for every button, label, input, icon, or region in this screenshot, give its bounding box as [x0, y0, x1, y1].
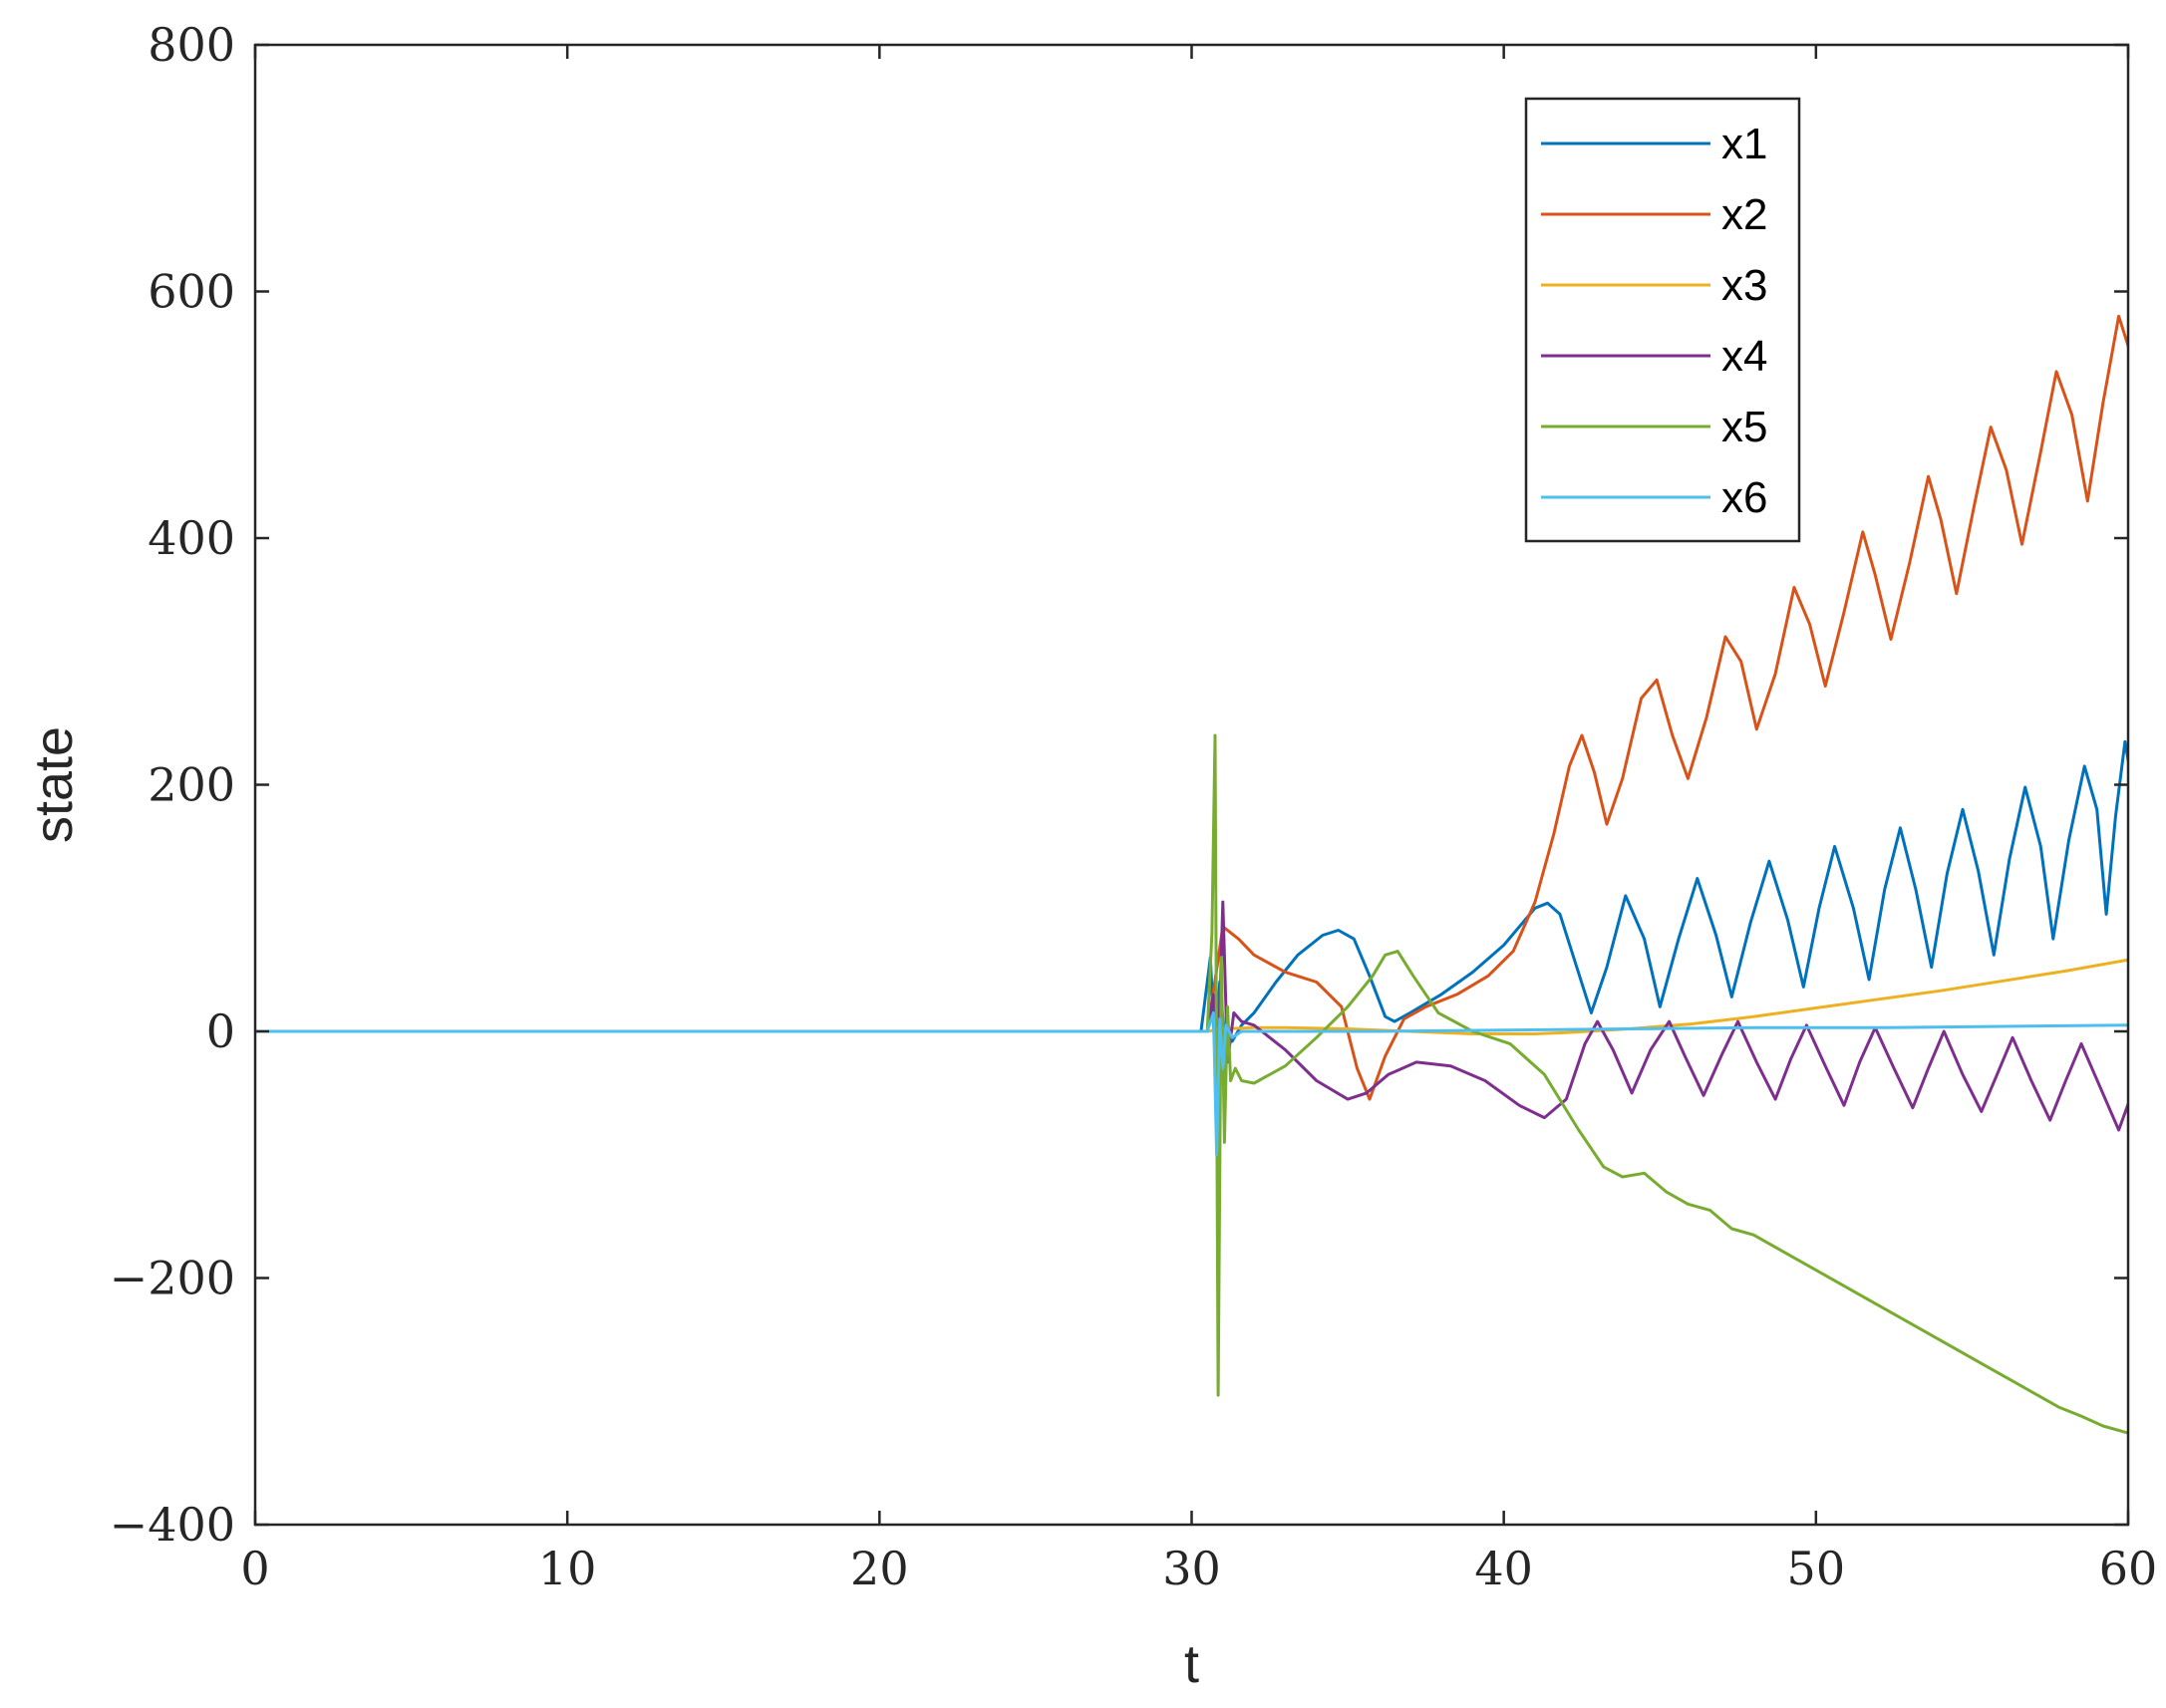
- y-tick-label: 0: [206, 1004, 235, 1058]
- plot-area: [255, 45, 2128, 1525]
- x-tick-label: 0: [240, 1542, 269, 1595]
- y-tick-label: 600: [148, 265, 235, 319]
- legend: x1 x2 x3 x4 x5 x6: [1524, 97, 1801, 543]
- legend-box: [1524, 97, 1801, 543]
- x-tick-label: 60: [2099, 1542, 2158, 1595]
- series-line-x5: [255, 733, 2128, 1435]
- legend-label-x4: x4: [1721, 332, 1767, 381]
- x-tick-label: 30: [1162, 1542, 1221, 1595]
- series-line-x6: [255, 1010, 2128, 1157]
- legend-label-x3: x3: [1721, 261, 1767, 310]
- x-tick-label: 50: [1787, 1542, 1846, 1595]
- x-tick-label: 40: [1474, 1542, 1533, 1595]
- legend-label-x2: x2: [1721, 190, 1767, 239]
- y-tick-label: −200: [110, 1252, 235, 1305]
- series-layer: [255, 314, 2128, 1435]
- legend-label-x1: x1: [1721, 120, 1767, 168]
- legend-label-x5: x5: [1721, 403, 1767, 451]
- tick-layer: [253, 43, 2130, 1527]
- y-axis-label: state: [24, 726, 84, 843]
- x-axis-label: t: [1184, 1634, 1199, 1694]
- y-tick-label: −400: [110, 1498, 235, 1552]
- y-tick-label: 800: [148, 18, 235, 72]
- series-line-x1: [255, 739, 2128, 1058]
- y-tick-label: 200: [148, 758, 235, 812]
- legend-label-x6: x6: [1721, 473, 1767, 522]
- x-tick-label: 10: [538, 1542, 597, 1595]
- series-line-x3: [255, 958, 2128, 1035]
- x-tick-label: 20: [850, 1542, 909, 1595]
- tick-label-layer: 0 10 20 30 40 50 60 −400 −200 0 200 400 600 800: [110, 18, 2158, 1595]
- y-tick-label: 400: [148, 511, 235, 565]
- series-line-x4: [255, 900, 2128, 1132]
